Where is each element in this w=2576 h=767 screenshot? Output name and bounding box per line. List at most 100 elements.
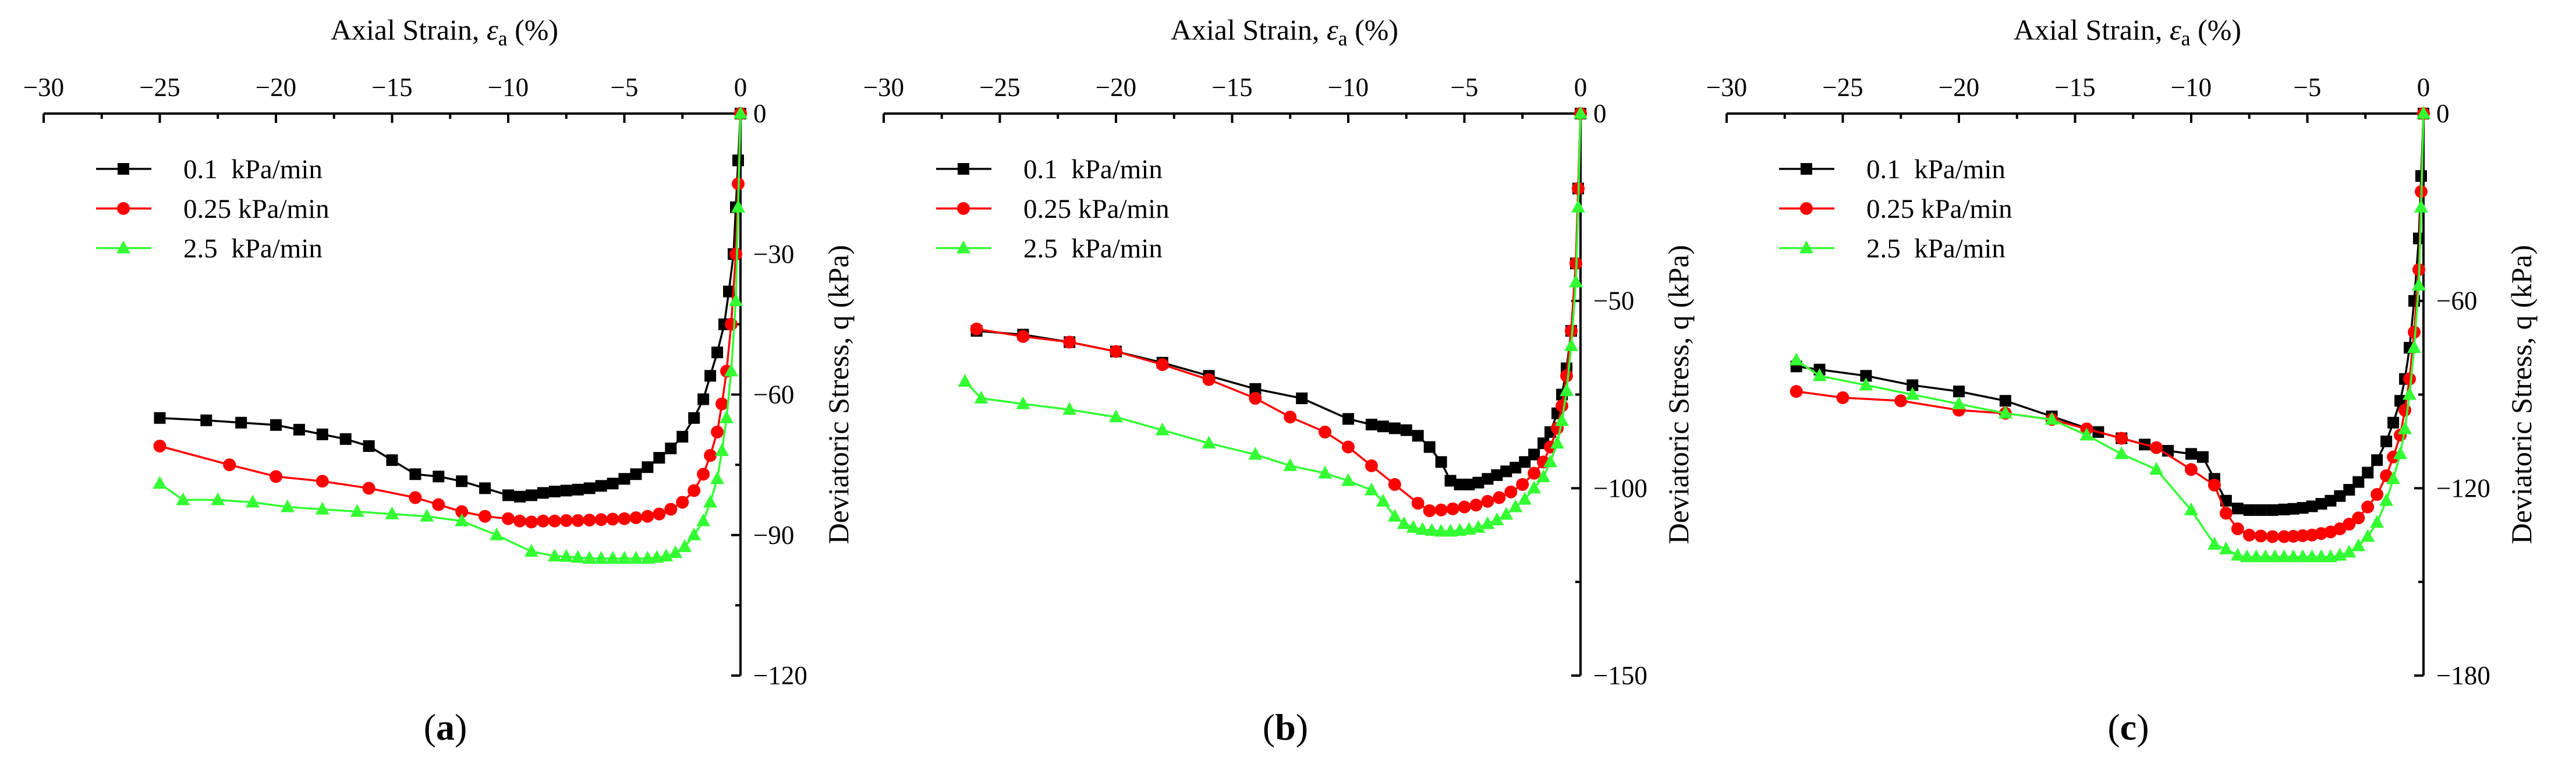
data-point [1411,497,1425,510]
data-point [1388,422,1401,434]
data-point [2295,549,2310,563]
data-point [2277,549,2291,563]
data-point [490,527,504,540]
data-point [659,548,674,561]
panel-label-open: ( [1263,706,1275,748]
data-point [363,440,375,452]
data-point [1905,387,1920,400]
data-point [559,549,573,562]
data-point [2342,545,2357,558]
data-point [2414,199,2429,213]
data-point [571,550,585,563]
data-point [1571,199,1586,213]
data-point [1458,500,1471,514]
data-point [1469,499,1483,512]
data-point [704,449,717,462]
panel-label: (c) [2107,706,2149,748]
data-point [711,347,724,359]
data-point [2314,549,2329,563]
data-point [2416,106,2430,119]
data-point [1444,475,1457,487]
data-point [1156,358,1169,372]
data-point [1999,395,2011,407]
data-point [729,248,743,261]
data-point [1446,502,1459,515]
legend-marker [1801,163,1812,175]
data-point [629,511,643,524]
data-point [2380,435,2393,447]
data-point [316,475,329,488]
data-point [548,514,561,528]
data-point [2408,326,2421,339]
data-point [1387,508,1402,522]
data-point [572,483,584,496]
data-point [153,439,166,453]
x-tick-label: −25 [1822,73,1863,102]
data-point [715,397,729,411]
data-point [2258,549,2273,563]
x-tick-label: −30 [1706,73,1747,102]
x-tick-label: −15 [1211,73,1252,102]
data-point [525,515,538,529]
data-point [559,514,573,527]
data-point [1412,430,1424,442]
data-point [1569,274,1583,288]
data-point [1443,524,1458,537]
data-point [1550,436,1565,449]
data-point [696,513,711,526]
data-point [2351,538,2366,552]
data-point [1342,440,1355,454]
data-point [1555,399,1569,412]
data-point [2325,494,2337,507]
data-point [524,543,538,557]
data-point [1452,523,1467,536]
data-point [974,390,988,404]
data-point [350,504,364,517]
data-point [1397,516,1411,529]
data-point [2305,528,2319,542]
legend-label: 0.1 kPa/min [1866,154,2005,185]
x-tick-label: −15 [2054,73,2095,102]
y-tick-label: 0 [1593,99,1607,128]
y-tick-label: −60 [753,380,794,409]
x-axis-title: Axial Strain, εa (%) [331,13,558,50]
data-point [594,550,608,564]
y-tick-label: −120 [753,661,807,690]
data-point [1789,352,1803,366]
data-point [729,293,743,306]
chart-panel: −30 −25 −20 −15 −10 −5 00 −60 −120 −180 Axial Stra… [1706,13,2538,748]
data-point [479,510,492,523]
data-point [455,513,469,526]
data-point [1560,383,1574,397]
data-point [1519,456,1531,468]
legend-label: 0.25 kPa/min [1023,194,1170,224]
legend-marker [957,202,970,215]
x-tick-label: −10 [1328,73,1369,102]
data-point [270,470,282,483]
data-point [293,423,305,436]
x-axis-title-prefix: Axial Strain, [2014,13,2170,46]
data-point [2371,488,2384,501]
data-point [2185,463,2198,476]
data-point [409,468,421,480]
data-point [1016,330,1030,343]
data-point [1454,478,1466,490]
data-point [688,484,701,497]
panel-label: (a) [424,706,467,748]
data-point [1528,466,1541,480]
data-point [1859,377,1873,391]
x-tick-label: 0 [1574,73,1588,102]
data-point [2370,515,2384,528]
data-point [723,285,735,298]
data-point [2267,549,2282,563]
data-point [2403,372,2416,386]
data-point [1504,485,1518,499]
data-point [1155,422,1170,436]
legend-marker [958,163,969,175]
x-tick-label: −10 [2171,73,2212,102]
data-point [2407,340,2422,354]
data-point [315,501,329,515]
data-point [1481,494,1494,508]
data-point [1812,368,1827,381]
y-tick-label: −150 [1593,661,1647,690]
